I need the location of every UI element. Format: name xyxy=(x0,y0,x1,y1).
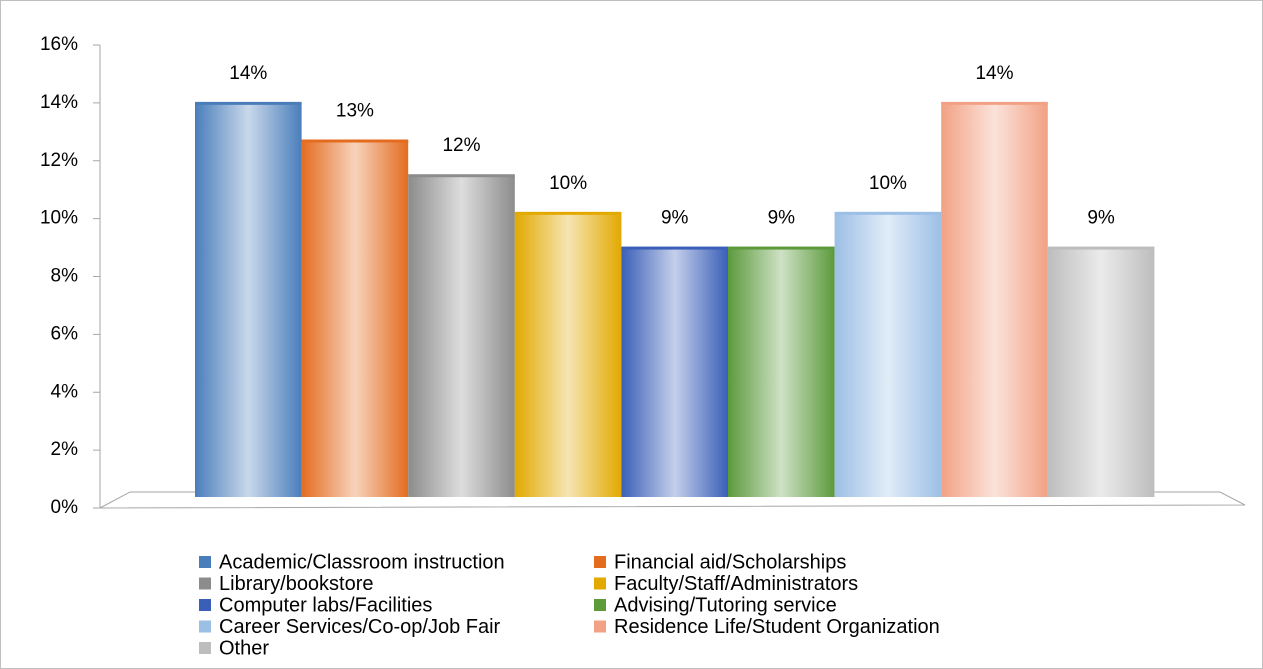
y-tick-label: 12% xyxy=(40,150,78,171)
legend-label: Computer labs/Facilities xyxy=(219,594,432,616)
bar-top xyxy=(195,101,302,105)
y-tick-label: 4% xyxy=(51,381,79,402)
legend-swatch xyxy=(594,599,606,611)
bar xyxy=(408,175,515,497)
y-tick-label: 16% xyxy=(40,34,78,55)
y-tick-label: 2% xyxy=(51,439,79,460)
bar xyxy=(195,102,302,497)
legend-swatch xyxy=(199,556,211,568)
bar xyxy=(834,212,942,497)
legend-label: Financial aid/Scholarships xyxy=(614,551,846,573)
data-label: 9% xyxy=(1087,208,1115,229)
data-label: 13% xyxy=(336,101,374,122)
legend-swatch xyxy=(594,577,606,590)
bar-top xyxy=(1047,246,1155,250)
y-tick-label: 14% xyxy=(40,92,78,113)
legend-label: Residence Life/Student Organization xyxy=(614,616,940,638)
bar xyxy=(941,102,1048,497)
bar-top xyxy=(301,139,409,143)
legend-swatch xyxy=(199,577,211,590)
y-tick-label: 0% xyxy=(51,497,79,518)
bar xyxy=(621,247,728,497)
bar xyxy=(514,212,622,497)
legend-swatch xyxy=(199,599,211,611)
legend-label: Career Services/Co-op/Job Fair xyxy=(219,616,501,638)
bar xyxy=(728,247,835,497)
data-label: 9% xyxy=(661,208,689,229)
data-label: 10% xyxy=(869,173,907,194)
bar-top xyxy=(834,211,942,215)
legend-label: Faculty/Staff/Administrators xyxy=(614,573,858,595)
bar-top xyxy=(728,246,835,250)
legend-label: Advising/Tutoring service xyxy=(614,594,837,616)
bar xyxy=(301,140,409,497)
y-tick-label: 6% xyxy=(51,323,79,344)
bar-top xyxy=(941,101,1048,105)
y-tick-label: 8% xyxy=(51,266,79,287)
legend-label: Library/bookstore xyxy=(219,573,374,595)
bar-top xyxy=(621,246,728,250)
legend-swatch xyxy=(199,620,211,633)
data-label: 14% xyxy=(975,63,1013,84)
data-label: 9% xyxy=(768,208,796,229)
legend-label: Other xyxy=(219,637,269,659)
legend-swatch xyxy=(594,620,606,633)
bar-top xyxy=(408,174,515,178)
bar-top xyxy=(514,211,622,215)
data-label: 14% xyxy=(229,63,267,84)
data-label: 10% xyxy=(549,173,587,194)
legend-label: Academic/Classroom instruction xyxy=(219,551,505,573)
legend-swatch xyxy=(199,642,211,654)
y-tick-label: 10% xyxy=(40,208,78,229)
legend-swatch xyxy=(594,556,606,568)
data-label: 12% xyxy=(442,135,480,156)
bar xyxy=(1047,247,1155,497)
